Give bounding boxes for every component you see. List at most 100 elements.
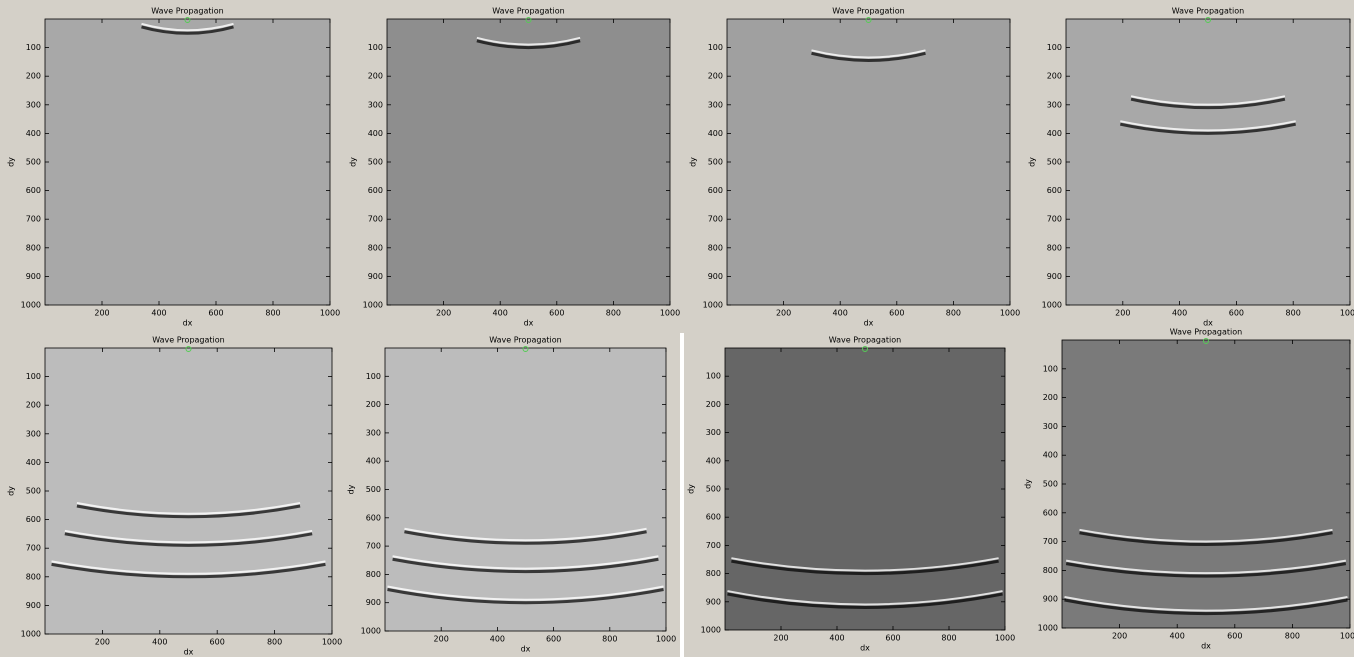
- y-tick-label: 700: [1047, 215, 1062, 224]
- y-tick-label: 700: [368, 215, 383, 224]
- x-tick-label: 400: [1172, 309, 1187, 318]
- x-tick-label: 1000: [320, 309, 340, 318]
- y-tick-label: 800: [26, 243, 41, 252]
- source: [1205, 17, 1211, 23]
- x-tick-label: 800: [941, 634, 956, 643]
- wavefront-light: [392, 555, 659, 570]
- x-tick-label: 600: [208, 309, 223, 318]
- image-area: [1066, 19, 1350, 305]
- wavefront-dark: [727, 592, 1003, 609]
- x-tick-label: 200: [1115, 309, 1130, 318]
- source: [522, 346, 529, 352]
- wavefront-dark: [76, 504, 301, 519]
- y-tick-label: 900: [1047, 272, 1062, 281]
- y-tick-label: 500: [26, 158, 41, 167]
- wavefront-dark: [731, 559, 999, 576]
- y-tick-label: 800: [368, 243, 383, 252]
- chart-title: Wave Propagation: [832, 7, 904, 16]
- y-tick-label: 100: [706, 372, 721, 381]
- y-tick-label: 900: [708, 272, 723, 281]
- source: [185, 346, 192, 352]
- x-tick-label: 200: [1112, 632, 1127, 641]
- y-tick-label: 100: [1043, 364, 1058, 373]
- y-tick-label: 1000: [701, 626, 721, 635]
- wavefront-light: [1064, 596, 1348, 612]
- y-tick-label: 100: [26, 372, 41, 381]
- x-tick-label: 1000: [660, 309, 680, 318]
- y-tick-label: 500: [368, 158, 383, 167]
- y-tick-label: 500: [26, 487, 41, 496]
- y-tick-label: 400: [1043, 451, 1058, 460]
- y-tick-label: 1000: [361, 627, 381, 636]
- x-axis-label: dx: [524, 319, 534, 328]
- image-area: [725, 348, 1005, 630]
- x-tick-label: 1000: [1000, 309, 1020, 318]
- y-tick-label: 400: [1047, 129, 1062, 138]
- chart-title: Wave Propagation: [489, 336, 561, 345]
- x-tick-label: 800: [602, 635, 617, 644]
- wavefront-dark: [811, 51, 926, 62]
- x-tick-label: 400: [490, 635, 505, 644]
- chart-title: Wave Propagation: [151, 7, 223, 16]
- y-tick-label: 600: [26, 186, 41, 195]
- wavefront-dark: [1079, 531, 1333, 546]
- y-tick-label: 300: [1047, 100, 1062, 109]
- y-tick-label: 700: [366, 542, 381, 551]
- y-tick-label: 300: [368, 100, 383, 109]
- y-tick-label: 100: [708, 43, 723, 52]
- y-tick-label: 600: [26, 515, 41, 524]
- y-tick-label: 400: [26, 458, 41, 467]
- x-tick-label: 400: [493, 309, 508, 318]
- wavefront-light: [476, 36, 581, 46]
- wavefront-dark: [141, 25, 234, 35]
- chart-title: Wave Propagation: [1172, 7, 1244, 16]
- y-tick-label: 300: [366, 428, 381, 437]
- wavefront-light: [731, 557, 999, 572]
- y-tick-label: 1000: [703, 301, 723, 310]
- wavefront-dark: [1065, 562, 1347, 578]
- wavefront-light: [51, 560, 326, 575]
- y-tick-label: 900: [706, 597, 721, 606]
- y-axis-label: dy: [7, 486, 16, 496]
- chart-title: Wave Propagation: [152, 336, 224, 345]
- y-tick-label: 900: [1043, 595, 1058, 604]
- y-tick-label: 400: [706, 456, 721, 465]
- chart-title: Wave Propagation: [492, 7, 564, 16]
- y-tick-label: 800: [706, 569, 721, 578]
- y-tick-label: 500: [706, 485, 721, 494]
- y-tick-label: 900: [368, 272, 383, 281]
- wavefront-dark: [1120, 122, 1296, 135]
- x-tick-label: 200: [776, 309, 791, 318]
- wavefront-light: [64, 529, 313, 544]
- wavefront-dark: [1064, 598, 1348, 616]
- source: [184, 17, 191, 23]
- y-tick-label: 400: [26, 129, 41, 138]
- y-tick-label: 600: [366, 513, 381, 522]
- x-axis-label: dx: [860, 644, 870, 653]
- y-tick-label: 600: [368, 186, 383, 195]
- y-tick-label: 800: [1043, 566, 1058, 575]
- x-tick-label: 400: [833, 309, 848, 318]
- wavefront-dark: [476, 39, 581, 50]
- y-tick-label: 900: [26, 601, 41, 610]
- x-tick-label: 1000: [1340, 309, 1354, 318]
- y-tick-label: 400: [708, 129, 723, 138]
- y-tick-label: 800: [366, 570, 381, 579]
- y-tick-label: 1000: [21, 630, 41, 639]
- wavefront-dark: [392, 557, 659, 574]
- x-tick-label: 600: [549, 309, 564, 318]
- image-area: [1062, 340, 1350, 628]
- image-area: [45, 19, 330, 305]
- y-tick-label: 200: [368, 72, 383, 81]
- wavefront-light: [811, 49, 926, 59]
- y-tick-label: 400: [366, 457, 381, 466]
- wavefront-light: [387, 585, 664, 601]
- y-tick-label: 800: [26, 572, 41, 581]
- x-tick-label: 1000: [1340, 632, 1354, 641]
- x-tick-label: 600: [1229, 309, 1244, 318]
- x-tick-label: 400: [151, 309, 166, 318]
- y-tick-label: 1000: [1038, 624, 1058, 633]
- x-tick-label: 200: [95, 638, 110, 647]
- source: [1203, 338, 1209, 344]
- y-tick-label: 200: [1043, 393, 1058, 402]
